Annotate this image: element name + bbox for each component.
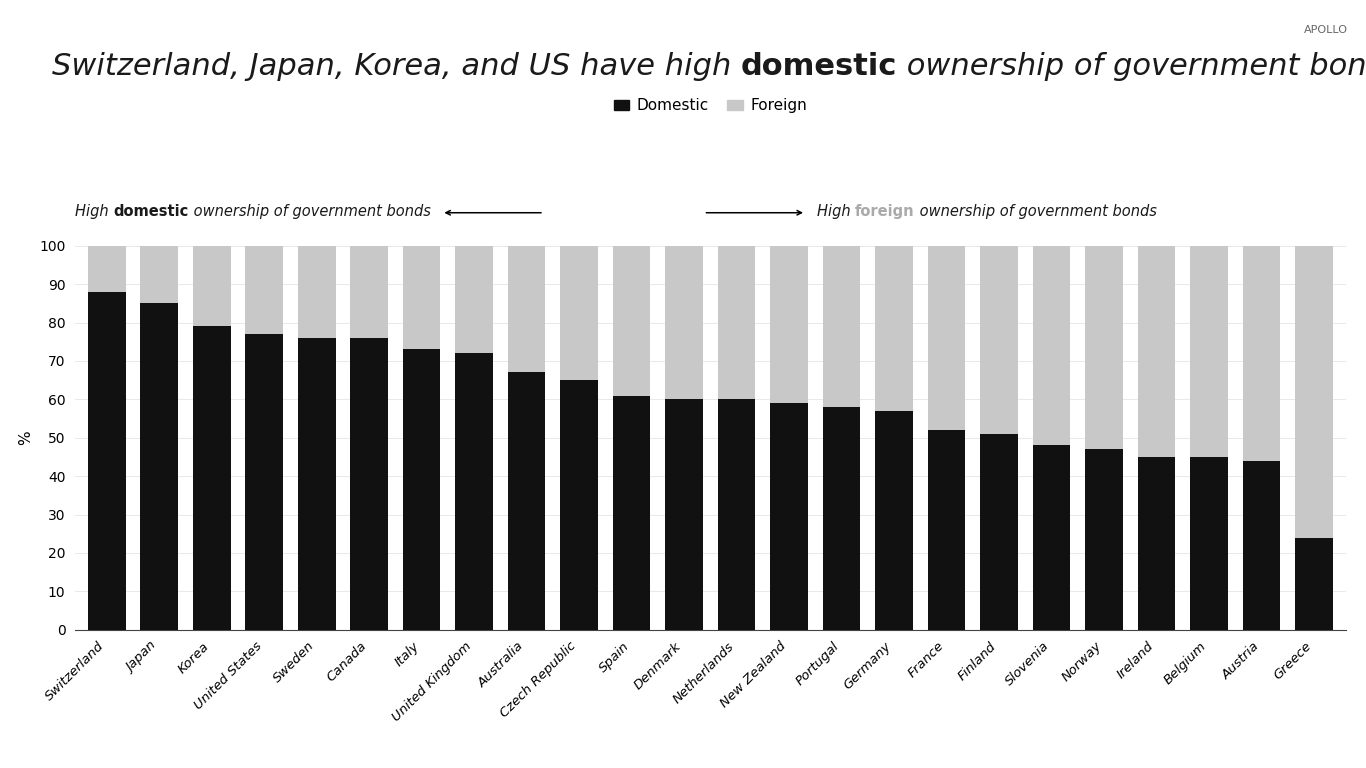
- Bar: [876, 411, 912, 630]
- Text: High: High: [75, 204, 113, 219]
- Text: domestic: domestic: [113, 204, 189, 219]
- Bar: [717, 399, 755, 630]
- Text: High: High: [817, 204, 855, 219]
- Bar: [1295, 246, 1333, 538]
- Bar: [822, 407, 861, 630]
- Bar: [298, 246, 336, 338]
- Bar: [87, 292, 126, 630]
- Text: ownership of government bonds: ownership of government bonds: [897, 51, 1366, 81]
- Bar: [246, 246, 283, 334]
- Bar: [822, 246, 861, 407]
- Bar: [613, 246, 650, 396]
- Bar: [1190, 246, 1228, 457]
- Bar: [1295, 538, 1333, 630]
- Bar: [1243, 461, 1280, 630]
- Text: ownership of government bonds: ownership of government bonds: [189, 204, 430, 219]
- Text: domestic: domestic: [740, 51, 897, 81]
- Bar: [455, 353, 493, 630]
- Text: APOLLO: APOLLO: [1305, 25, 1348, 35]
- Legend: Domestic, Foreign: Domestic, Foreign: [608, 92, 813, 119]
- Bar: [350, 338, 388, 630]
- Bar: [665, 246, 703, 399]
- Bar: [1190, 457, 1228, 630]
- Bar: [1243, 246, 1280, 461]
- Bar: [928, 430, 966, 630]
- Text: Switzerland, Japan, Korea, and US have high: Switzerland, Japan, Korea, and US have h…: [52, 51, 740, 81]
- Bar: [876, 246, 912, 411]
- Bar: [770, 403, 807, 630]
- Bar: [717, 246, 755, 399]
- Bar: [508, 372, 545, 630]
- Bar: [560, 380, 598, 630]
- Bar: [298, 338, 336, 630]
- Bar: [1138, 246, 1175, 457]
- Bar: [1033, 246, 1071, 445]
- Bar: [403, 246, 440, 349]
- Bar: [665, 399, 703, 630]
- Bar: [1085, 449, 1123, 630]
- Bar: [193, 246, 231, 326]
- Bar: [1033, 445, 1071, 630]
- Y-axis label: %: %: [19, 430, 34, 445]
- Bar: [350, 246, 388, 338]
- Bar: [560, 246, 598, 380]
- Bar: [928, 246, 966, 430]
- Text: foreign: foreign: [855, 204, 915, 219]
- Text: ownership of government bonds: ownership of government bonds: [915, 204, 1157, 219]
- Bar: [246, 334, 283, 630]
- Bar: [403, 349, 440, 630]
- Bar: [193, 326, 231, 630]
- Bar: [1085, 246, 1123, 449]
- Bar: [981, 246, 1018, 434]
- Bar: [613, 396, 650, 630]
- Bar: [87, 246, 126, 292]
- Bar: [508, 246, 545, 372]
- Bar: [455, 246, 493, 353]
- Bar: [141, 303, 178, 630]
- Bar: [770, 246, 807, 403]
- Bar: [1138, 457, 1175, 630]
- Bar: [981, 434, 1018, 630]
- Bar: [141, 246, 178, 303]
